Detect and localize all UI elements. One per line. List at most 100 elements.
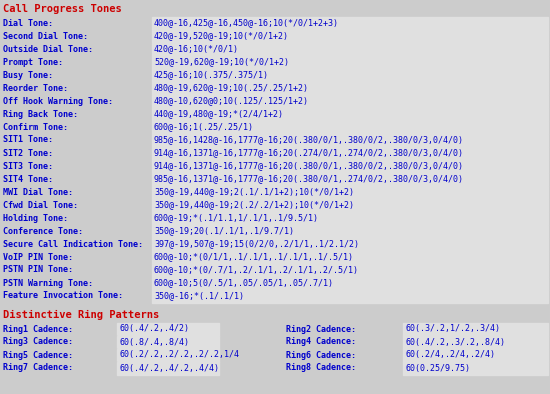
Bar [152, 277, 548, 290]
Text: 600@-19;*(.1/1.1,1/.1/1,.1/9.5/1): 600@-19;*(.1/1.1,1/.1/1,.1/9.5/1) [154, 214, 319, 223]
Text: Prompt Tone:: Prompt Tone: [3, 58, 63, 67]
Text: 440@-19,480@-19;*(2/4/1+2): 440@-19,480@-19;*(2/4/1+2) [154, 110, 284, 119]
Text: Dial Tone:: Dial Tone: [3, 19, 53, 28]
Bar [285, 336, 400, 349]
Text: 60(.2/4,.2/4,.2/4): 60(.2/4,.2/4,.2/4) [405, 351, 495, 359]
Text: Second Dial Tone:: Second Dial Tone: [3, 32, 88, 41]
Bar [2, 264, 150, 277]
Text: Ring2 Cadence:: Ring2 Cadence: [286, 325, 356, 333]
Text: 425@-16;10(.375/.375/1): 425@-16;10(.375/.375/1) [154, 71, 269, 80]
Text: 420@-16;10(*/0/1): 420@-16;10(*/0/1) [154, 45, 239, 54]
Text: PSTN Warning Tone:: PSTN Warning Tone: [3, 279, 93, 288]
Bar [152, 290, 548, 303]
Bar [152, 186, 548, 199]
Bar [152, 56, 548, 69]
Bar [2, 290, 150, 303]
Text: Reorder Tone:: Reorder Tone: [3, 84, 68, 93]
Bar [152, 212, 548, 225]
Bar [2, 56, 150, 69]
Bar [2, 225, 150, 238]
Text: Secure Call Indication Tone:: Secure Call Indication Tone: [3, 240, 143, 249]
Bar [2, 251, 150, 264]
Bar [152, 238, 548, 251]
Bar [152, 108, 548, 121]
Bar [152, 225, 548, 238]
Bar [403, 336, 548, 349]
Text: 420@-19,520@-19;10(*/0/1+2): 420@-19,520@-19;10(*/0/1+2) [154, 32, 289, 41]
Bar [403, 349, 548, 362]
Text: 350@-19;20(.1/.1/1,.1/9.7/1): 350@-19;20(.1/.1/1,.1/9.7/1) [154, 227, 294, 236]
Bar [117, 362, 219, 375]
Bar [2, 82, 150, 95]
Text: Feature Invocation Tone:: Feature Invocation Tone: [3, 292, 123, 301]
Bar [152, 251, 548, 264]
Bar [403, 362, 548, 375]
Text: Outside Dial Tone:: Outside Dial Tone: [3, 45, 93, 54]
Text: Ring8 Cadence:: Ring8 Cadence: [286, 364, 356, 372]
Bar [285, 323, 400, 336]
Bar [152, 95, 548, 108]
Bar [2, 95, 150, 108]
Bar [152, 69, 548, 82]
Bar [152, 147, 548, 160]
Text: 60(.4/.2,.4/.2,.4/4): 60(.4/.2,.4/.2,.4/4) [119, 364, 219, 372]
Text: Holding Tone:: Holding Tone: [3, 214, 68, 223]
Text: Call Progress Tones: Call Progress Tones [3, 4, 122, 14]
Text: 600@-10;*(0/.7/1,.2/.1/1,.2/.1/1,.2/.5/1): 600@-10;*(0/.7/1,.2/.1/1,.2/.1/1,.2/.5/1… [154, 266, 359, 275]
Bar [152, 121, 548, 134]
Bar [152, 30, 548, 43]
Bar [2, 199, 150, 212]
Text: 914@-16,1371@-16,1777@-16;20(.274/0/1,.274/0/2,.380/0/3,0/4/0): 914@-16,1371@-16,1777@-16;20(.274/0/1,.2… [154, 149, 464, 158]
Bar [285, 362, 400, 375]
Text: Ring6 Cadence:: Ring6 Cadence: [286, 351, 356, 359]
Text: 60(.4/.2,.4/2): 60(.4/.2,.4/2) [119, 325, 189, 333]
Text: Ring Back Tone:: Ring Back Tone: [3, 110, 78, 119]
Text: 600@-16;1(.25/.25/1): 600@-16;1(.25/.25/1) [154, 123, 254, 132]
Text: 600@-10;5(0/.5/1,.05/.05/1,.05/.7/1): 600@-10;5(0/.5/1,.05/.05/1,.05/.7/1) [154, 279, 334, 288]
Text: Busy Tone:: Busy Tone: [3, 71, 53, 80]
Text: Ring7 Cadence:: Ring7 Cadence: [3, 364, 73, 372]
Bar [2, 336, 117, 349]
Bar [152, 160, 548, 173]
Bar [2, 108, 150, 121]
Bar [2, 277, 150, 290]
Text: 520@-19,620@-19;10(*/0/1+2): 520@-19,620@-19;10(*/0/1+2) [154, 58, 289, 67]
Bar [117, 323, 219, 336]
Text: Ring4 Cadence:: Ring4 Cadence: [286, 338, 356, 346]
Bar [152, 134, 548, 147]
Bar [2, 212, 150, 225]
Text: PSTN PIN Tone:: PSTN PIN Tone: [3, 266, 73, 275]
Text: Ring5 Cadence:: Ring5 Cadence: [3, 351, 73, 359]
Text: Off Hook Warning Tone:: Off Hook Warning Tone: [3, 97, 113, 106]
Bar [2, 121, 150, 134]
Text: 60(.4/.2,.3/.2,.8/4): 60(.4/.2,.3/.2,.8/4) [405, 338, 505, 346]
Text: SIT4 Tone:: SIT4 Tone: [3, 175, 53, 184]
Bar [2, 173, 150, 186]
Text: SIT3 Tone:: SIT3 Tone: [3, 162, 53, 171]
Text: Conference Tone:: Conference Tone: [3, 227, 83, 236]
Bar [2, 186, 150, 199]
Text: VoIP PIN Tone:: VoIP PIN Tone: [3, 253, 73, 262]
Text: SIT1 Tone:: SIT1 Tone: [3, 136, 53, 145]
Bar [285, 349, 400, 362]
Text: 480@-10,620@0;10(.125/.125/1+2): 480@-10,620@0;10(.125/.125/1+2) [154, 97, 309, 106]
Bar [117, 349, 219, 362]
Bar [2, 323, 117, 336]
Bar [117, 336, 219, 349]
Text: 350@-16;*(.1/.1/1): 350@-16;*(.1/.1/1) [154, 292, 244, 301]
Text: 350@-19,440@-19;2(.1/.1/1+2);10(*/0/1+2): 350@-19,440@-19;2(.1/.1/1+2);10(*/0/1+2) [154, 188, 354, 197]
Text: 60(.3/.2,1/.2,.3/4): 60(.3/.2,1/.2,.3/4) [405, 325, 500, 333]
Bar [152, 199, 548, 212]
Text: 60(.8/.4,.8/4): 60(.8/.4,.8/4) [119, 338, 189, 346]
Bar [2, 30, 150, 43]
Text: SIT2 Tone:: SIT2 Tone: [3, 149, 53, 158]
Bar [2, 362, 117, 375]
Bar [152, 17, 548, 30]
Bar [152, 43, 548, 56]
Text: 985@-16,1371@-16,1777@-16;20(.380/0/1,.274/0/2,.380/0/3,0/4/0): 985@-16,1371@-16,1777@-16;20(.380/0/1,.2… [154, 175, 464, 184]
Bar [2, 43, 150, 56]
Bar [2, 160, 150, 173]
Text: 400@-16,425@-16,450@-16;10(*/0/1+2+3): 400@-16,425@-16,450@-16;10(*/0/1+2+3) [154, 19, 339, 28]
Text: Ring3 Cadence:: Ring3 Cadence: [3, 338, 73, 346]
Bar [2, 69, 150, 82]
